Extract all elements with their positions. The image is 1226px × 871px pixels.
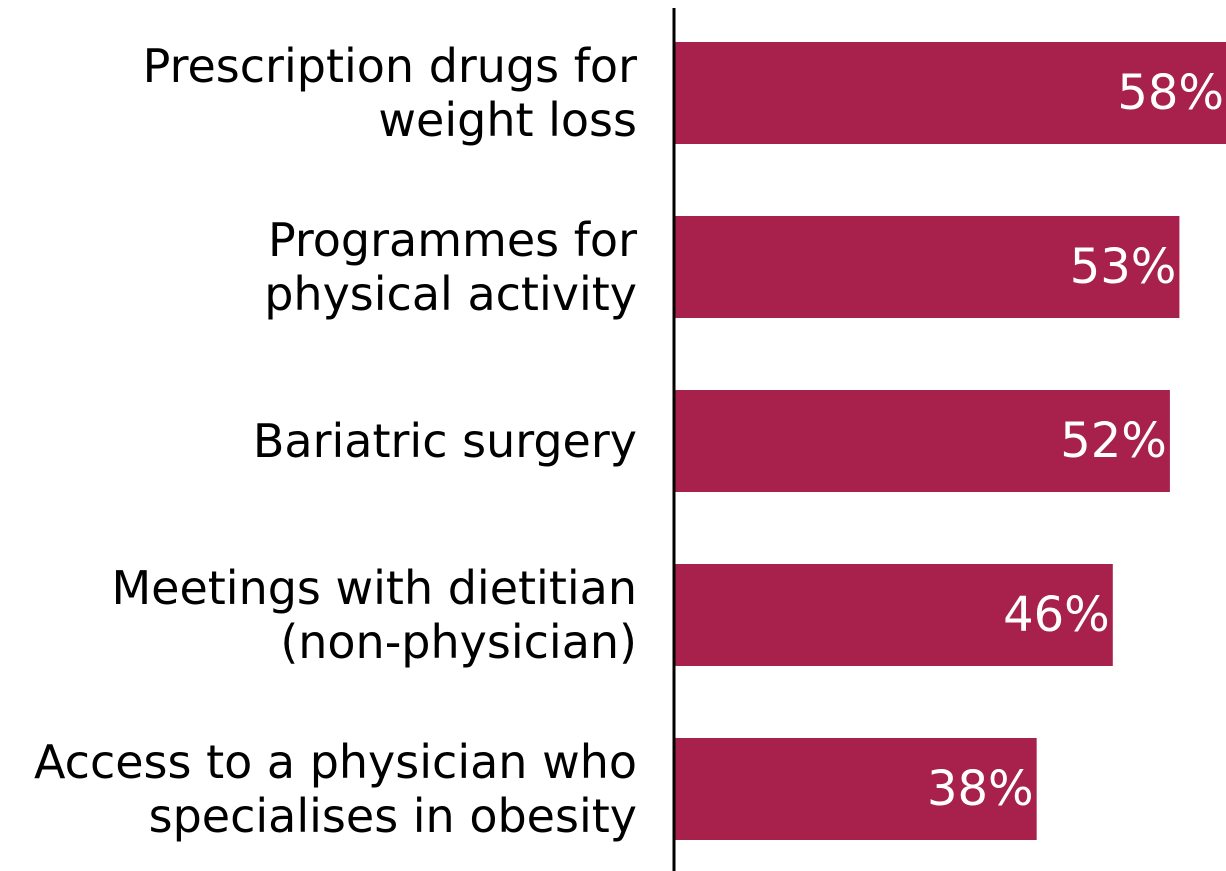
bar bbox=[675, 42, 1226, 144]
category-label: (non-physician) bbox=[280, 615, 637, 669]
category-label: Programmes for bbox=[268, 213, 637, 267]
category-label: Access to a physician who bbox=[34, 735, 637, 789]
value-label: 53% bbox=[1070, 239, 1177, 295]
bar bbox=[675, 216, 1180, 318]
category-label: Meetings with dietitian bbox=[111, 561, 637, 615]
category-label: Bariatric surgery bbox=[253, 414, 637, 468]
category-label: weight loss bbox=[378, 93, 637, 147]
category-label: specialises in obesity bbox=[149, 789, 637, 843]
value-label: 46% bbox=[1003, 587, 1110, 643]
value-label: 52% bbox=[1060, 413, 1167, 469]
bar bbox=[675, 738, 1037, 840]
category-label: physical activity bbox=[264, 267, 637, 321]
bar bbox=[675, 390, 1170, 492]
value-label: 38% bbox=[927, 761, 1034, 817]
bars-group bbox=[675, 42, 1226, 840]
value-label: 58% bbox=[1117, 65, 1224, 121]
value-labels-group: 58% 53% 52% 46% 38% bbox=[927, 65, 1224, 817]
category-label: Prescription drugs for bbox=[143, 39, 637, 93]
bar bbox=[675, 564, 1113, 666]
